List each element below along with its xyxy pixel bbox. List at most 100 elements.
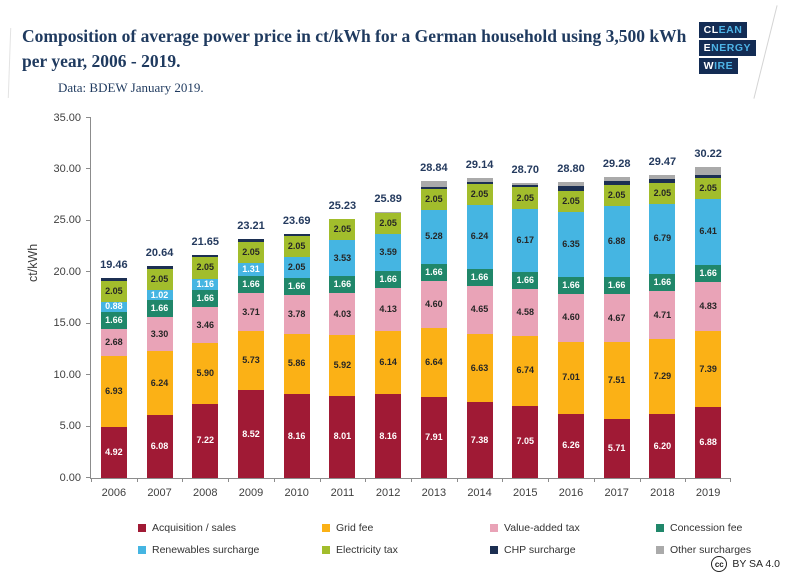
bar-segment-other: [420, 181, 447, 188]
logo-line-clean: CLEAN: [698, 22, 748, 39]
bar-segment-electricity_tax: 2.05: [649, 182, 676, 204]
bar-segment-chp: [100, 278, 127, 282]
bar-stack: 2.05 6.24 1.66 4.65 6.63 7.38: [466, 178, 493, 478]
legend-label: Electricity tax: [336, 544, 398, 556]
x-tick-label: 2007: [147, 487, 172, 499]
bar-segment-electricity_tax: 2.05: [603, 185, 630, 207]
bar-column-2016: 2.05 6.35 1.66 4.60 7.01 6.26 28.80 2016: [548, 118, 594, 499]
bar-segment-acquisition: 7.05: [512, 405, 539, 478]
bar-segment-vat: 4.67: [603, 294, 630, 343]
decor-edge-line: [7, 28, 12, 98]
y-tick-mark: [86, 477, 91, 478]
bar-total-label: 23.21: [237, 220, 265, 233]
bar-segment-renewables: 1.16: [192, 278, 219, 291]
bar-segment-concession: 1.66: [603, 276, 630, 295]
stacked-bar-chart: 0.00 5.00 10.00 15.00 20.00 25.00 30.00 35.00 2.…: [53, 112, 731, 499]
y-tick-label: 20.00: [53, 265, 81, 278]
x-tick-label: 2011: [330, 487, 355, 499]
bar-stack: 2.05 6.41 1.66 4.83 7.39 6.88: [695, 167, 722, 478]
bar-segment-vat: 4.58: [512, 289, 539, 337]
bar-segment-grid_fee: 6.14: [375, 330, 402, 395]
x-tick-mark: [456, 478, 458, 482]
bar-column-2019: 2.05 6.41 1.66 4.83 7.39 6.88 30.22 2019: [685, 118, 731, 499]
bar-total-label: 30.22: [694, 148, 722, 161]
bar-total-label: 20.64: [145, 246, 174, 259]
y-tick-label: 5.00: [59, 420, 81, 433]
bar-segment-concession: 1.66: [557, 277, 584, 295]
logo-text-rest: EAN: [718, 24, 743, 36]
logo-text-strong: W: [703, 60, 715, 73]
bar-segment-vat: 4.60: [420, 281, 447, 329]
bar-segment-concession: 1.66: [695, 264, 722, 282]
x-tick-label: 2006: [101, 487, 127, 499]
legend-item-vat: Value-added tax: [490, 522, 656, 534]
bar-column-2012: 2.05 3.59 1.66 4.13 6.14 8.16 25.89 2012: [365, 118, 411, 499]
bar-column-2006: 2.05 0.88 1.66 2.68 6.93 4.92 19.46 2006: [91, 118, 137, 499]
chart-legend: Acquisition / sales Grid fee Value-added t…: [138, 522, 798, 556]
y-tick-label: 0.00: [59, 471, 81, 484]
bar-segment-renewables: 6.79: [649, 203, 676, 274]
logo-text-strong: E: [703, 42, 712, 55]
bar-segment-concession: 1.66: [146, 300, 173, 318]
bar-segment-chp: [512, 184, 539, 188]
legend-label: CHP surcharge: [504, 544, 576, 556]
bar-segment-grid_fee: 5.90: [192, 343, 219, 404]
bar-segment-grid_fee: 7.39: [695, 331, 722, 408]
bar-segment-grid_fee: 5.86: [283, 333, 310, 395]
bar-segment-electricity_tax: 2.05: [420, 188, 447, 210]
x-tick-mark: [365, 478, 367, 482]
cc-icon: cc: [711, 556, 728, 572]
bar-stack: 2.05 6.17 1.66 4.58 6.74 7.05: [512, 182, 539, 478]
bar-segment-grid_fee: 5.73: [237, 331, 264, 391]
bar-total-label: 29.28: [602, 157, 631, 170]
bar-segment-other: [695, 167, 722, 175]
bar-segment-electricity_tax: 2.05: [695, 177, 722, 199]
bar-segment-electricity_tax: 2.05: [100, 281, 127, 303]
page-title: Composition of average power price in ct…: [22, 26, 687, 71]
x-tick-label: 2010: [284, 487, 309, 499]
bar-segment-acquisition: 7.38: [466, 402, 493, 478]
bar-stack: 2.05 1.02 1.66 3.30 6.24 6.08: [146, 265, 173, 478]
legend-swatch-renewables: [138, 546, 146, 554]
bar-segment-renewables: 3.59: [375, 234, 402, 272]
bar-column-2018: 2.05 6.79 1.66 4.71 7.29 6.20 29.47 2018: [640, 118, 686, 499]
legend-item-electricity_tax: Electricity tax: [322, 544, 490, 556]
logo-line-energy: ENERGY: [698, 40, 756, 57]
bar-total-label: 25.89: [374, 192, 402, 205]
bar-segment-acquisition: 4.92: [100, 427, 127, 478]
bar-segment-renewables: 5.28: [420, 209, 447, 264]
bar-total-label: 21.65: [191, 236, 220, 249]
y-tick-label: 25.00: [53, 214, 81, 227]
x-tick-label: 2012: [375, 487, 401, 499]
bar-segment-electricity_tax: 2.05: [192, 257, 219, 279]
bar-segment-chp: [603, 180, 630, 186]
bar-segment-renewables: 1.02: [146, 289, 173, 301]
bar-segment-grid_fee: 6.74: [512, 336, 539, 406]
legend-item-grid_fee: Grid fee: [322, 522, 490, 534]
bar-segment-acquisition: 6.20: [649, 414, 676, 478]
bar-segment-chp: [557, 186, 584, 191]
bar-segment-grid_fee: 7.51: [603, 342, 630, 420]
bar-segment-acquisition: 7.22: [192, 403, 219, 478]
bar-segment-chp: [695, 174, 722, 178]
legend-label: Grid fee: [336, 522, 374, 534]
bar-segment-other: [512, 182, 539, 185]
legend-item-renewables: Renewables surcharge: [138, 544, 322, 556]
bar-segment-electricity_tax: 2.05: [146, 268, 173, 290]
y-tick-mark: [86, 374, 91, 376]
bar-total-label: 25.23: [328, 199, 357, 212]
bar-segment-vat: 4.03: [329, 293, 356, 335]
bar-column-2014: 2.05 6.24 1.66 4.65 6.63 7.38 29.14 2014: [457, 118, 503, 499]
bar-segment-electricity_tax: 2.05: [375, 213, 402, 235]
y-tick-label: 35.00: [53, 111, 81, 124]
bar-segment-concession: 1.66: [192, 290, 219, 308]
bar-total-label: 28.70: [511, 163, 540, 176]
bar-segment-electricity_tax: 2.05: [466, 183, 493, 205]
bar-segment-vat: 2.68: [100, 328, 127, 357]
bar-stack: 2.05 6.88 1.66 4.67 7.51 5.71: [603, 176, 630, 478]
y-tick-label: 30.00: [53, 162, 81, 175]
x-tick-mark: [502, 478, 504, 482]
x-tick-label: 2017: [604, 487, 629, 499]
bar-segment-concession: 1.66: [375, 271, 402, 289]
